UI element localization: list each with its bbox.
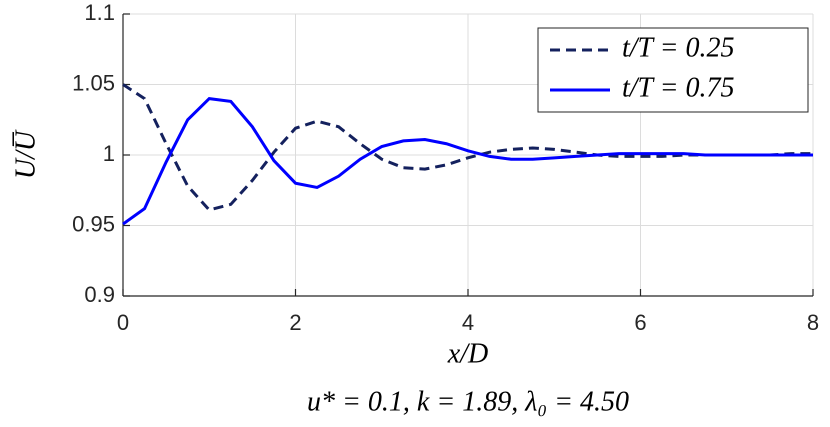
y-tick-label: 0.9 [84,282,115,307]
legend [537,27,809,113]
x-tick-label: 0 [117,310,129,335]
legend-label: t/T = 0.75 [622,72,735,103]
y-axis-label: U/U̅ [10,129,41,179]
legend-label: t/T = 0.25 [622,32,735,63]
x-tick-label: 8 [807,310,819,335]
annotation: u* = 0.1, k = 1.89, λ₀ = 4.50 [307,386,629,417]
y-tick-label: 1 [103,141,115,166]
series-line [122,97,813,226]
x-tick-label: 2 [289,310,301,335]
y-tick-label: 1.1 [84,0,115,25]
x-axis-label: x/D [447,338,488,369]
y-tick-label: 0.95 [72,211,115,236]
x-tick-label: 6 [634,310,646,335]
y-tick-label: 1.05 [72,70,115,95]
x-tick-label: 4 [462,310,474,335]
